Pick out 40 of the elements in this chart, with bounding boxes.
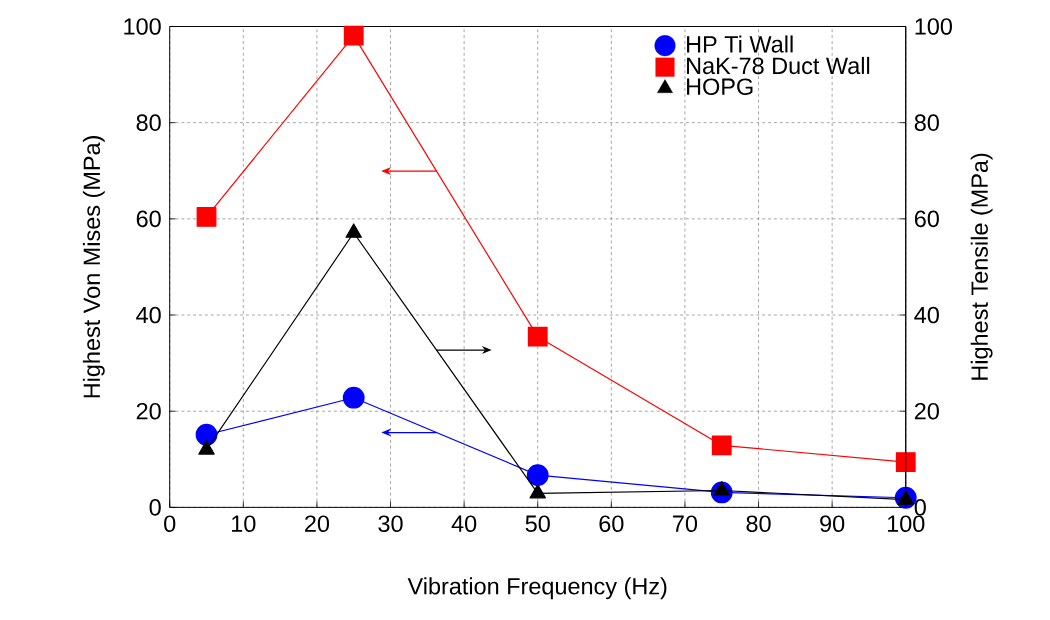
y2-tick-label: 100 [915,18,952,35]
y-axis-title: Highest Von Mises (MPa) [82,135,105,398]
x-axis-title: Vibration Frequency (Hz) [407,577,667,600]
x-tick-label: 80 [746,515,771,532]
x-tick-label: 0 [164,515,176,532]
point [342,386,365,409]
y-tick-label: 20 [136,402,161,420]
y2-axis-title: Highest Tensile (MPa) [970,153,993,380]
y2-tick-label: 0 [914,498,926,516]
y-tick-label: 60 [136,210,161,228]
x-tick-label: 50 [525,515,550,532]
point [345,223,362,238]
y-tick-label: 0 [149,498,161,516]
point [196,206,217,227]
point [529,483,546,499]
y-tick-label: 80 [136,114,161,131]
y2-tick-label: 40 [914,306,939,324]
y2-tick-label: 20 [914,402,939,420]
x-tick-label: 100 [887,515,925,532]
x-tick-label: 90 [820,515,845,532]
x-tick-label: 10 [232,515,256,532]
y2-tick-label: 60 [914,210,939,228]
y-tick-label: 40 [136,306,161,324]
legend-label: NaK-78 Duct Wall [687,56,870,75]
legend-label: HP Ti Wall [687,35,793,53]
legend-label: HOPG [687,78,753,95]
point [343,25,364,46]
point [895,452,916,472]
point [195,423,218,446]
y2-tick-label: 80 [914,114,939,131]
x-tick-label: 30 [378,515,403,532]
y-tick-label: 100 [124,18,161,35]
x-tick-label: 60 [599,515,624,532]
x-tick-label: 20 [305,515,330,532]
point [711,435,732,456]
point [527,326,548,347]
x-tick-label: 70 [673,515,698,532]
point [198,440,215,455]
x-tick-label: 40 [451,515,477,532]
point [526,464,549,486]
